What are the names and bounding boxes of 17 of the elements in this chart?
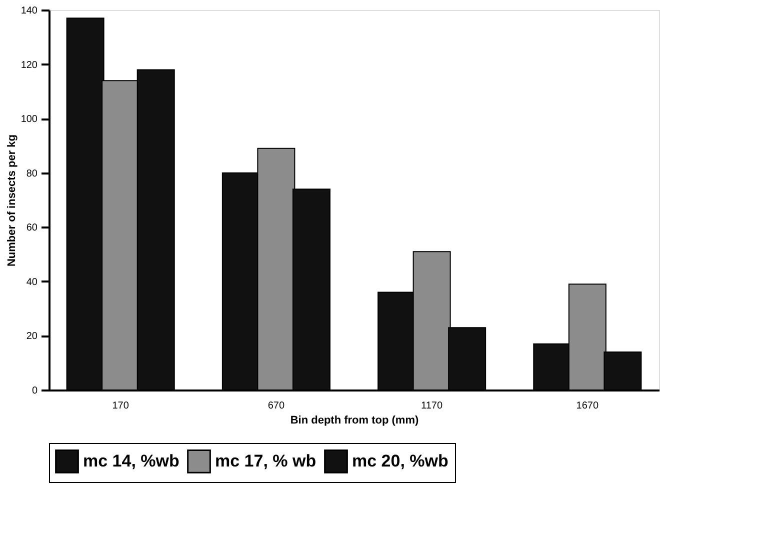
x-tick-label: 170 [112, 400, 130, 412]
y-tick-label: 120 [20, 60, 38, 71]
y-tick-label: 140 [20, 6, 38, 16]
legend-label: mc 14, %wb [83, 451, 180, 470]
y-tick-label: 100 [20, 114, 38, 126]
y-axis-title: Number of insects per kg [6, 134, 18, 267]
y-tick-label: 40 [26, 276, 38, 288]
y-tick-label: 20 [26, 331, 38, 342]
y-tick-label: 0 [32, 386, 38, 396]
legend-label: mc 20, %wb [352, 451, 448, 470]
legend-label: mc 17, % wb [215, 451, 316, 470]
x-tick-label: 1170 [421, 400, 443, 412]
y-tick-label: 60 [26, 222, 38, 234]
x-axis-title: Bin depth from top (mm) [290, 414, 419, 426]
x-tick-label: 670 [268, 400, 285, 412]
x-tick-label: 1670 [576, 400, 599, 412]
y-tick-label: 80 [26, 168, 38, 180]
